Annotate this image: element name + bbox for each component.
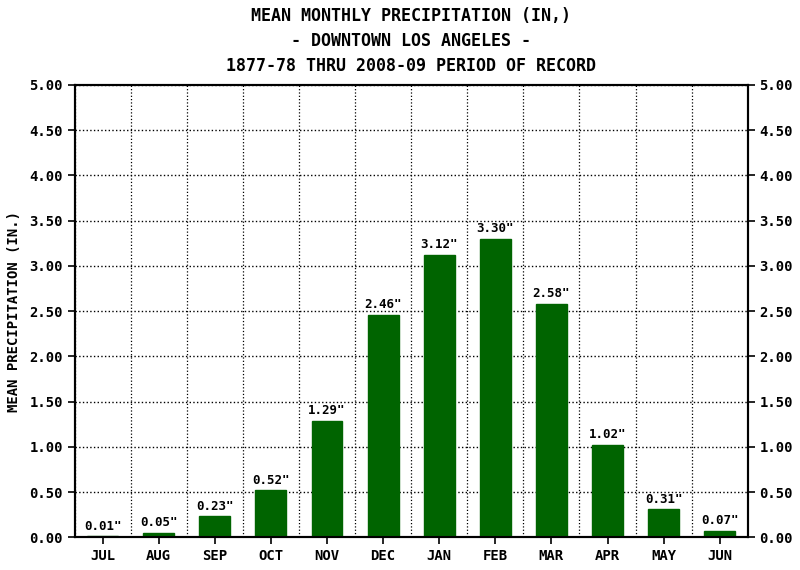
Text: 0.23": 0.23" (196, 500, 234, 513)
Bar (143, 533, 174, 538)
Text: 3.12": 3.12" (421, 238, 458, 251)
Bar (424, 255, 454, 538)
Bar (704, 531, 735, 538)
Text: 0.07": 0.07" (701, 514, 738, 527)
Bar (87, 536, 118, 538)
Title: MEAN MONTHLY PRECIPITATION (IN,)
- DOWNTOWN LOS ANGELES -
1877-78 THRU 2008-09 P: MEAN MONTHLY PRECIPITATION (IN,) - DOWNT… (226, 7, 596, 75)
Text: 0.01": 0.01" (84, 520, 122, 533)
Bar (311, 421, 342, 538)
Bar (648, 509, 679, 538)
Bar (368, 315, 398, 538)
Text: 3.30": 3.30" (477, 222, 514, 235)
Text: 0.31": 0.31" (645, 492, 682, 506)
Bar (592, 445, 623, 538)
Y-axis label: MEAN PRECIPITATION (IN.): MEAN PRECIPITATION (IN.) (7, 210, 21, 412)
Text: 2.58": 2.58" (533, 287, 570, 300)
Bar (480, 239, 510, 538)
Text: 2.46": 2.46" (364, 298, 402, 311)
Text: 1.29": 1.29" (308, 404, 346, 417)
Bar (536, 304, 567, 538)
Text: 0.52": 0.52" (252, 474, 290, 487)
Text: 0.05": 0.05" (140, 516, 178, 529)
Text: 1.02": 1.02" (589, 428, 626, 441)
Bar (255, 490, 286, 538)
Bar (199, 516, 230, 538)
